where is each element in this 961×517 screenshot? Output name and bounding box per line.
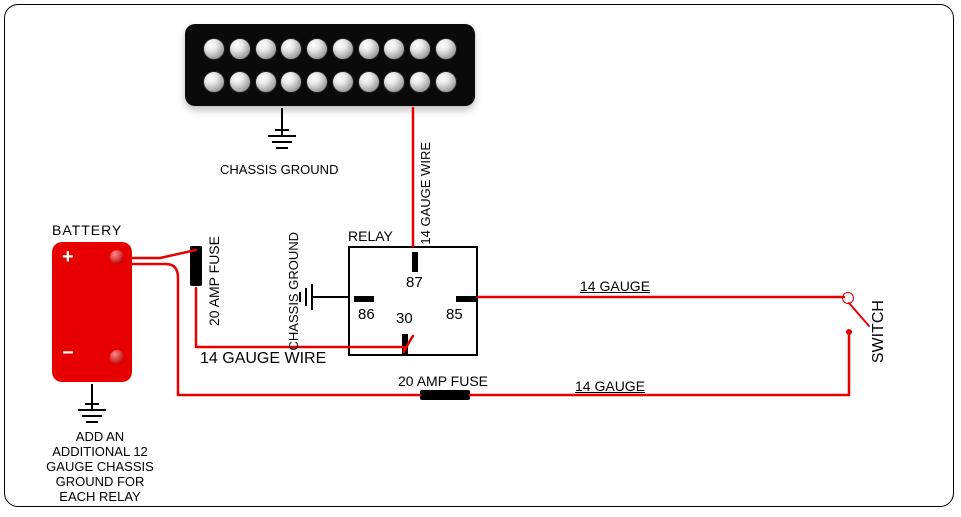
led-bulb — [306, 71, 328, 93]
relay-pin-label: 86 — [358, 306, 375, 323]
relay-pin-86 — [354, 296, 374, 302]
led-bulb — [229, 71, 251, 93]
fuse-switch — [420, 390, 470, 400]
battery-positive-terminal — [110, 250, 124, 264]
led-bulb — [203, 71, 225, 93]
led-bulb — [409, 71, 431, 93]
led-bulb — [332, 71, 354, 93]
led-row — [203, 38, 457, 60]
relay-pin-label: 30 — [396, 310, 413, 327]
relay-ground-label: CHASSIS GROUND — [286, 232, 301, 350]
led-bulb — [383, 71, 405, 93]
battery-minus-sign: − — [62, 342, 74, 365]
led-bulb — [203, 38, 225, 60]
wire-batt-relay-label: 14 GAUGE WIRE — [200, 350, 326, 368]
switch-pivot — [842, 292, 854, 304]
fuse-battery-label: 20 AMP FUSE — [206, 236, 222, 326]
led-bulb — [435, 38, 457, 60]
led-bulb — [409, 38, 431, 60]
fuse-battery — [190, 246, 202, 286]
battery-body: + − — [52, 242, 132, 382]
led-bulb — [358, 71, 380, 93]
wire-relay-switch-label: 14 GAUGE — [580, 278, 650, 294]
led-bulb — [358, 38, 380, 60]
switch-label: SWITCH — [870, 300, 888, 363]
led-bulb — [306, 38, 328, 60]
relay-pin-30 — [402, 334, 408, 354]
battery-plus-sign: + — [62, 246, 74, 269]
diagram-canvas: BATTERY + − RELAY 87 86 30 85 — [0, 0, 961, 517]
led-bulb — [435, 71, 457, 93]
led-bulb — [255, 71, 277, 93]
relay-pin-87 — [412, 252, 418, 272]
relay-pin-label: 87 — [406, 274, 423, 291]
led-row — [203, 71, 457, 93]
led-light-bar — [185, 24, 475, 106]
led-bulb — [229, 38, 251, 60]
led-bulb — [332, 38, 354, 60]
wire-led-label: 14 GAUGE WIRE — [418, 142, 433, 245]
relay-title: RELAY — [348, 228, 393, 244]
led-bulb — [280, 38, 302, 60]
led-bulb — [280, 71, 302, 93]
led-ground-label: CHASSIS GROUND — [220, 162, 338, 177]
battery-negative-terminal — [110, 350, 124, 364]
led-bulb — [255, 38, 277, 60]
wire-batt-switch-label: 14 GAUGE — [575, 378, 645, 394]
fuse-switch-label: 20 AMP FUSE — [398, 373, 488, 389]
led-bulb — [383, 38, 405, 60]
relay-box: 87 86 30 85 — [348, 246, 478, 356]
relay-pin-label: 85 — [446, 306, 463, 323]
relay-pin-85 — [456, 296, 476, 302]
battery-title: BATTERY — [52, 222, 122, 238]
battery-ground-note: ADD AN ADDITIONAL 12 GAUGE CHASSIS GROUN… — [40, 430, 160, 505]
